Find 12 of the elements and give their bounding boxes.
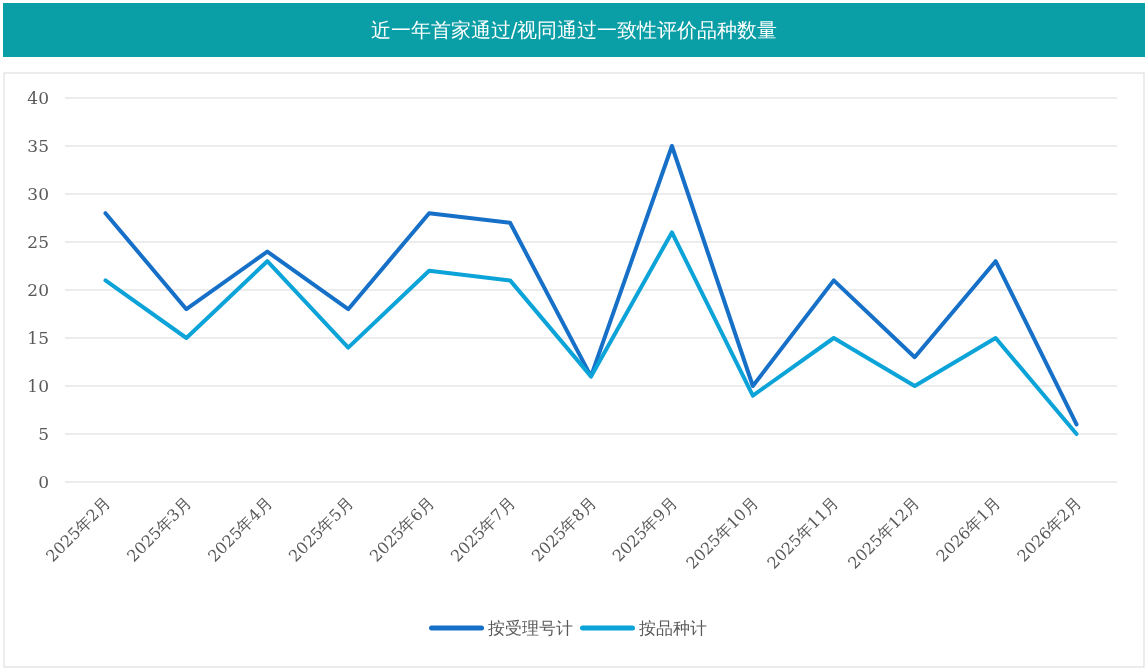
title: 近一年首家通过/视同通过一致性评价品种数量 (370, 18, 778, 42)
y-tick-label: 30 (27, 184, 49, 204)
y-tick-label: 0 (38, 472, 49, 492)
y-tick-label: 40 (27, 88, 49, 108)
y-tick-label: 25 (27, 232, 49, 252)
y-tick-label: 10 (27, 376, 49, 396)
y-tick-label: 5 (38, 424, 49, 444)
legend-label: 按品种计 (638, 618, 707, 638)
legend-label: 按受理号计 (487, 618, 573, 638)
y-tick-label: 15 (27, 328, 49, 348)
y-tick-label: 20 (27, 280, 49, 300)
y-tick-label: 35 (27, 136, 49, 156)
